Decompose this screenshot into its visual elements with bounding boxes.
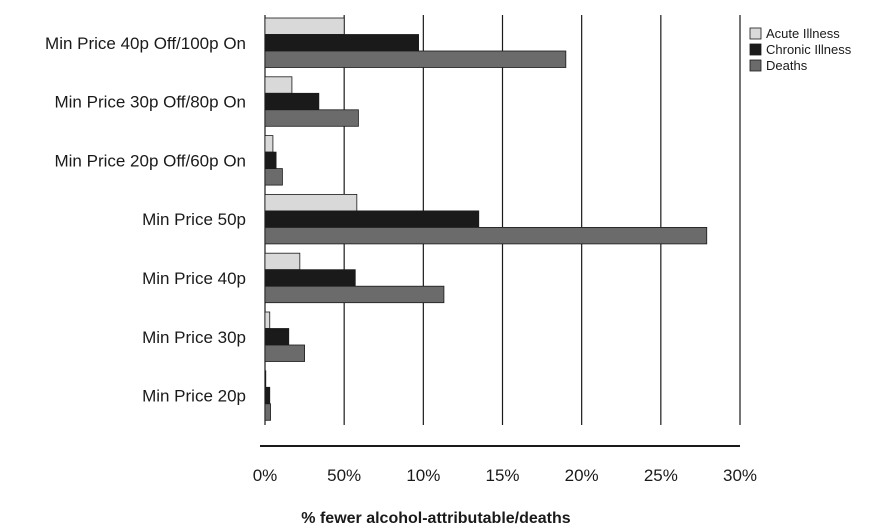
bars xyxy=(264,17,708,421)
category-labels: Min Price 40p Off/100p On Min Price 30p O… xyxy=(45,34,246,406)
bar-chronic-illness xyxy=(264,92,320,111)
category-label: Min Price 20p Off/60p On xyxy=(54,151,246,170)
bar-acute-illness xyxy=(264,193,358,212)
category-label: Min Price 50p xyxy=(142,210,246,229)
bar-deaths xyxy=(264,226,708,245)
bar-acute-illness xyxy=(264,252,301,271)
category-label: Min Price 30p xyxy=(142,328,246,347)
bar-chronic-illness xyxy=(264,151,277,170)
bar-deaths xyxy=(264,109,359,127)
bar-chronic-illness xyxy=(264,328,290,346)
bar-acute-illness xyxy=(264,370,267,388)
bar-deaths xyxy=(264,168,283,186)
bar-chronic-illness xyxy=(264,269,356,287)
x-tick-label: 30% xyxy=(723,466,757,485)
category-label: Min Price 40p xyxy=(142,269,246,288)
x-tick-label: 15% xyxy=(485,466,519,485)
legend-swatch xyxy=(749,43,762,56)
bar-chronic-illness xyxy=(264,210,480,228)
category-label: Min Price 20p xyxy=(142,387,246,406)
bar-deaths xyxy=(264,344,305,362)
bar-chronic-illness xyxy=(264,34,419,52)
bar-deaths xyxy=(264,403,271,421)
legend-swatch xyxy=(749,27,762,40)
x-tick-label: 20% xyxy=(565,466,599,485)
legend-label: Acute Illness xyxy=(766,26,840,41)
bar-acute-illness xyxy=(264,76,293,94)
legend-label: Deaths xyxy=(766,58,808,73)
bar-acute-illness xyxy=(264,17,345,35)
category-label: Min Price 30p Off/80p On xyxy=(54,93,246,112)
category-label: Min Price 40p Off/100p On xyxy=(45,34,246,53)
bar-chronic-illness xyxy=(264,386,271,405)
bar-deaths xyxy=(264,50,567,68)
x-tick-labels: 0% 50% 10% 15% 20% 25% 30% xyxy=(253,466,757,485)
x-tick-label: 50% xyxy=(327,466,361,485)
bar-deaths xyxy=(264,285,445,304)
legend-swatch xyxy=(749,59,762,72)
x-tick-label: 25% xyxy=(644,466,678,485)
x-tick-label: 0% xyxy=(253,466,278,485)
bar-acute-illness xyxy=(264,311,271,329)
x-axis-label: % fewer alcohol-attributable/deaths xyxy=(301,510,570,527)
bar-acute-illness xyxy=(264,135,274,153)
legend-label: Chronic Illness xyxy=(766,42,852,57)
x-tick-label: 10% xyxy=(406,466,440,485)
